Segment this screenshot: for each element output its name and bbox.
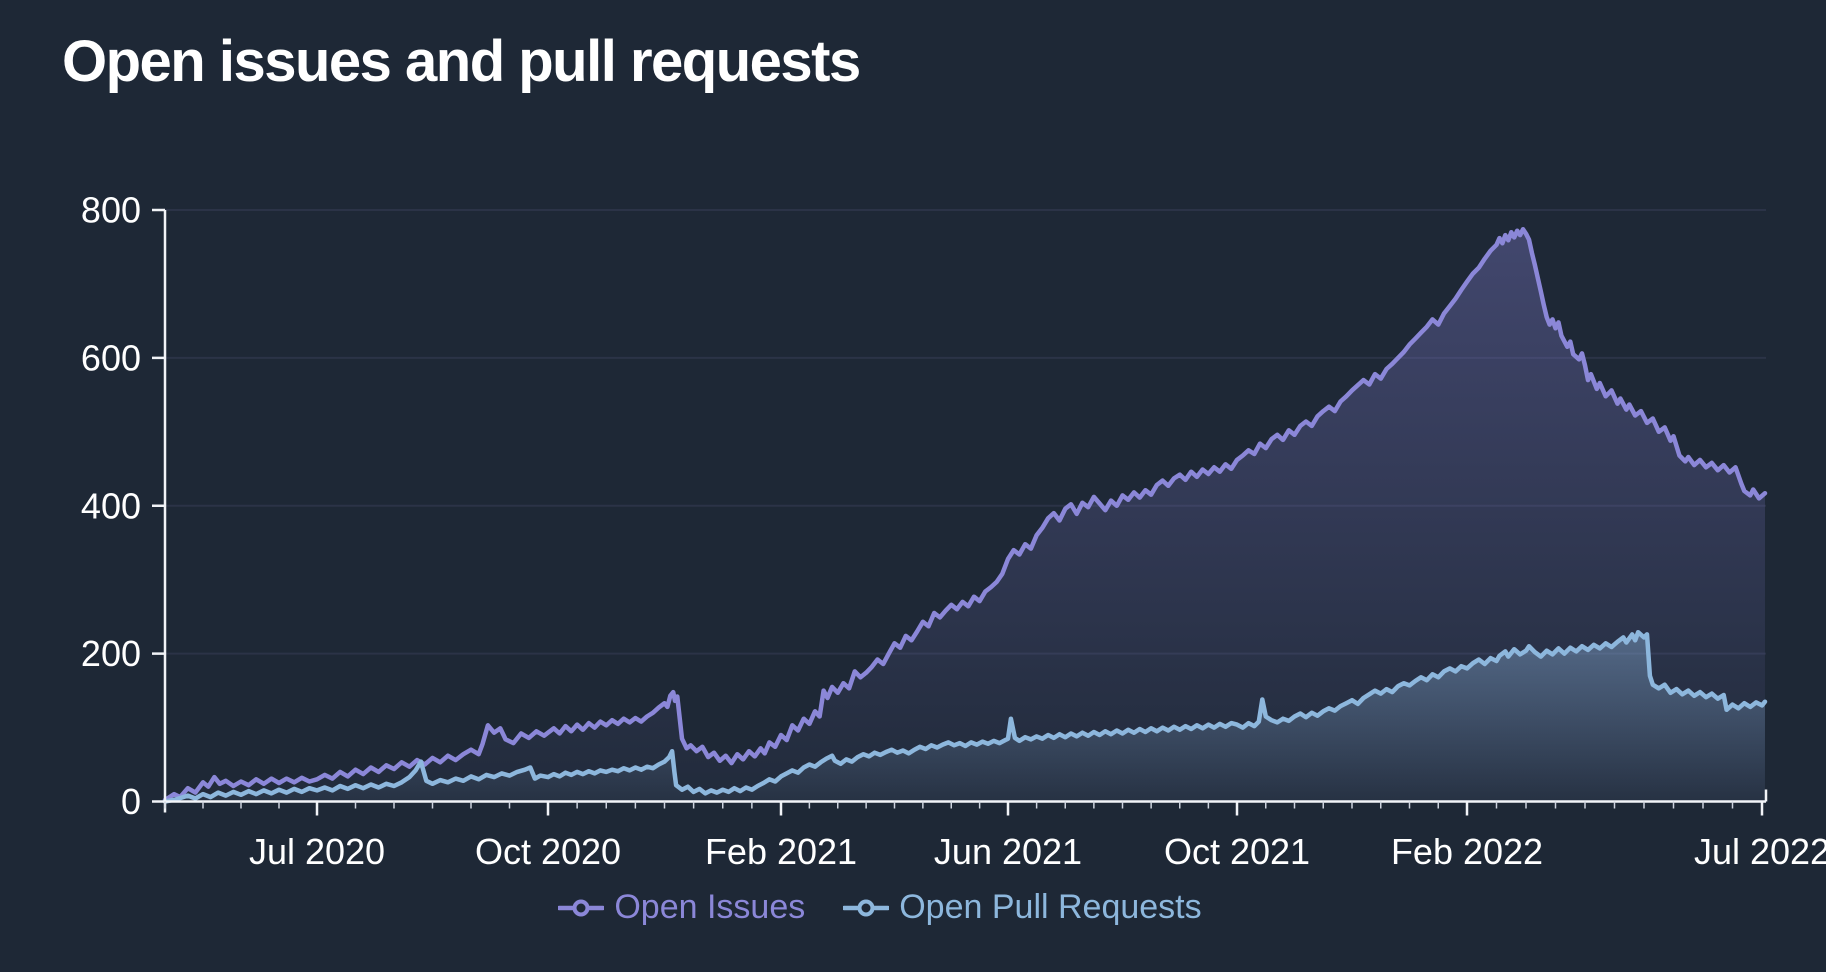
legend-item-open-pull-requests[interactable]: Open Pull Requests: [843, 888, 1202, 927]
series-line-open-issues[interactable]: [162, 226, 1768, 803]
legend-label: Open Issues: [614, 888, 806, 926]
x-axis-label: Jul 2020: [249, 831, 385, 872]
y-axis-label: 200: [81, 633, 141, 674]
y-axis-label: 400: [81, 485, 141, 526]
legend-line-marker-icon: [843, 899, 890, 916]
x-axis-label: Feb 2021: [705, 831, 857, 872]
x-axis-label: Oct 2021: [1164, 831, 1310, 872]
legend-label: Open Pull Requests: [899, 888, 1202, 926]
x-axis-label: Feb 2022: [1391, 831, 1543, 872]
y-axis-label: 600: [81, 337, 141, 378]
chart-legend: Open Issues Open Pull Requests: [0, 888, 1760, 927]
y-axis-label: 0: [121, 781, 141, 822]
series-area-open-issues: [165, 229, 1765, 802]
series-area-open-pull-requests: [165, 632, 1765, 802]
x-axis-label: Jun 2021: [934, 831, 1082, 872]
legend-line-marker-icon: [558, 899, 605, 916]
series-line-open-pull-requests[interactable]: [162, 629, 1768, 804]
x-axis-label: Jul 2022: [1694, 831, 1826, 872]
page-title: Open issues and pull requests: [62, 29, 861, 94]
x-axis-label: Oct 2020: [475, 831, 621, 872]
legend-item-open-issues[interactable]: Open Issues: [558, 888, 805, 927]
y-axis-label: 800: [81, 190, 141, 231]
